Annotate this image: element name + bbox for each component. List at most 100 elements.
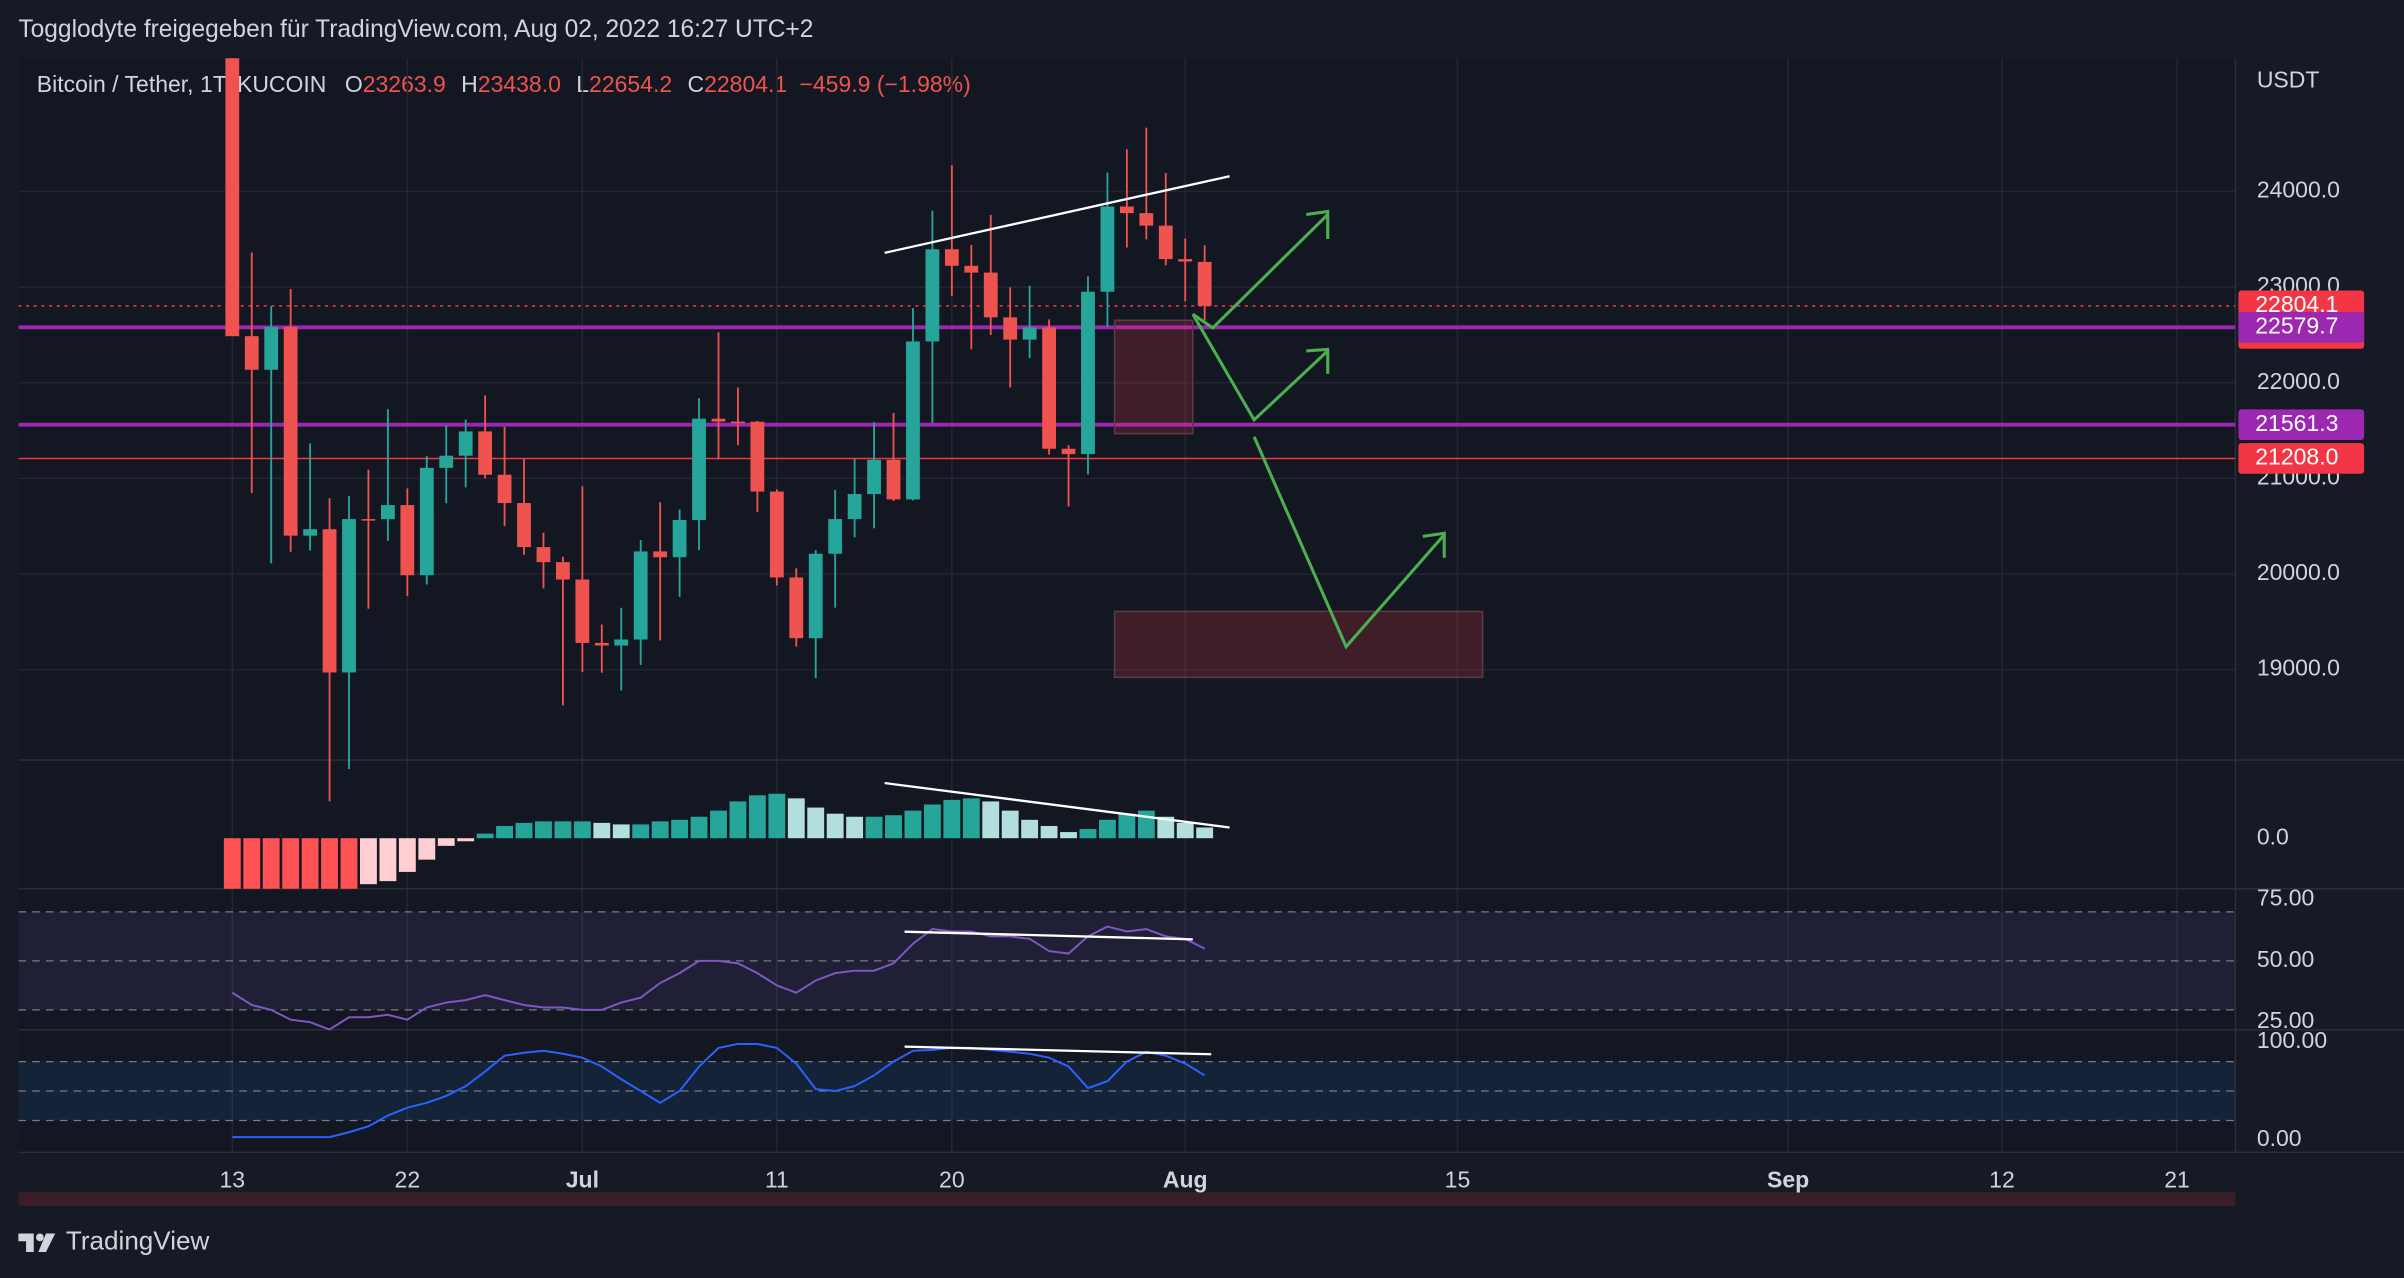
candle-body — [1003, 317, 1018, 340]
price-tag-label: 21208.0 — [2255, 444, 2338, 470]
candle-body — [264, 326, 279, 370]
macd-bar — [496, 825, 514, 839]
candle-body — [867, 459, 881, 495]
macd-bar — [223, 838, 241, 889]
macd-bar — [1196, 827, 1214, 839]
macd-bar — [943, 799, 961, 839]
y-tick-label: 50.00 — [2257, 946, 2315, 972]
macd-bar — [340, 838, 358, 889]
legend-value: 22654.2 — [589, 71, 672, 97]
macd-bar — [923, 804, 941, 839]
trend-lines — [884, 175, 1230, 1056]
y-tick-label: 75.00 — [2257, 885, 2315, 911]
arrow-head — [1306, 209, 1330, 240]
candle-body — [633, 551, 648, 640]
macd-bar — [476, 833, 494, 839]
x-tick-label: 11 — [765, 1167, 789, 1193]
candle-body — [925, 249, 940, 342]
candle-body — [1197, 261, 1212, 306]
candle-body — [769, 491, 784, 578]
candle-body — [847, 494, 862, 520]
candle-body — [1139, 213, 1154, 226]
x-tick-label: 20 — [939, 1167, 965, 1193]
macd-bar — [593, 822, 611, 839]
y-tick-label: 19000.0 — [2257, 655, 2340, 681]
x-tick-label: Aug — [1163, 1167, 1208, 1193]
macd-bar — [807, 807, 825, 839]
candle-body — [1100, 206, 1115, 292]
candle-body — [789, 577, 804, 639]
y-tick-label: 20000.0 — [2257, 559, 2340, 585]
x-tick-label: 21 — [2164, 1167, 2190, 1193]
candle-body — [419, 467, 434, 576]
macd-bar — [1137, 810, 1155, 839]
candle-body — [478, 431, 493, 475]
candle-body — [439, 455, 454, 468]
macd-bar — [282, 838, 300, 889]
macd-bar — [787, 798, 805, 839]
candle-body — [322, 529, 337, 673]
macd-bar — [1118, 813, 1136, 839]
macd-bar — [885, 815, 902, 839]
candle-body — [1042, 327, 1056, 449]
candle-body — [342, 519, 356, 673]
arrow-up — [1191, 213, 1329, 330]
logo-part — [36, 1233, 44, 1242]
macd-bar — [418, 838, 436, 860]
trend-line — [884, 175, 1230, 254]
candle-body — [750, 421, 765, 492]
candle-body — [692, 418, 706, 521]
macd-bar — [398, 838, 416, 872]
macd-bar — [612, 824, 630, 839]
x-tick-label: 13 — [220, 1167, 246, 1193]
candle-body — [556, 562, 570, 580]
candle-body — [497, 474, 512, 504]
candle-body — [1119, 206, 1134, 214]
macd-bar — [321, 838, 338, 889]
drawings — [884, 175, 1484, 1056]
layers: 13 22 Jul 11 20 Aug 15 Sep 12 2119000.020000.0210… — [18, 58, 2404, 1193]
y-tick-label: 24000.0 — [2257, 177, 2340, 203]
x-tick-label: 15 — [1445, 1167, 1471, 1193]
macd-bar — [1060, 832, 1077, 839]
candle-body — [225, 58, 240, 337]
macd-bar — [1040, 825, 1058, 839]
macd-bar — [962, 798, 980, 839]
zone-box — [1113, 319, 1194, 435]
candle-body — [594, 642, 609, 646]
title: Bitcoin / Tether, 1T, KUCOIN — [37, 71, 327, 97]
candle-body — [517, 503, 531, 548]
candle-body — [303, 529, 318, 536]
legend: Bitcoin / Tether, 1T, KUCOIN O23263.9 H234… — [37, 71, 971, 97]
macd-bar — [826, 813, 844, 839]
macd-bar — [1157, 816, 1175, 839]
y-tick-label: 22000.0 — [2257, 368, 2340, 394]
macd-bar — [1021, 819, 1039, 839]
x-tick-label: 12 — [1989, 1167, 2015, 1193]
target-box — [1113, 610, 1484, 679]
trend-line — [904, 1045, 1212, 1056]
candle-body — [653, 551, 668, 558]
price-tag — [2238, 409, 2365, 441]
logo-part — [38, 1233, 56, 1252]
macd-bar — [982, 801, 1000, 839]
macd-bar — [262, 838, 280, 889]
y-tick-label: 0.00 — [2257, 1125, 2302, 1151]
macd-bar — [360, 838, 377, 885]
macd-bar — [573, 821, 591, 839]
macd-bar — [437, 838, 455, 846]
currency: USDT — [2257, 66, 2320, 92]
trend-line — [884, 781, 1230, 829]
macd-bar — [515, 822, 533, 839]
macd-bar — [243, 838, 261, 889]
macd-bar — [1098, 819, 1116, 839]
macd-bar — [865, 816, 883, 839]
candle-body — [575, 579, 590, 643]
arrow-mid — [1191, 313, 1329, 423]
candle-body — [964, 265, 979, 273]
macd-bar — [1001, 810, 1019, 839]
macd-bar — [1079, 829, 1097, 839]
candle-body — [944, 249, 959, 266]
x-tick-label: Sep — [1767, 1167, 1809, 1193]
